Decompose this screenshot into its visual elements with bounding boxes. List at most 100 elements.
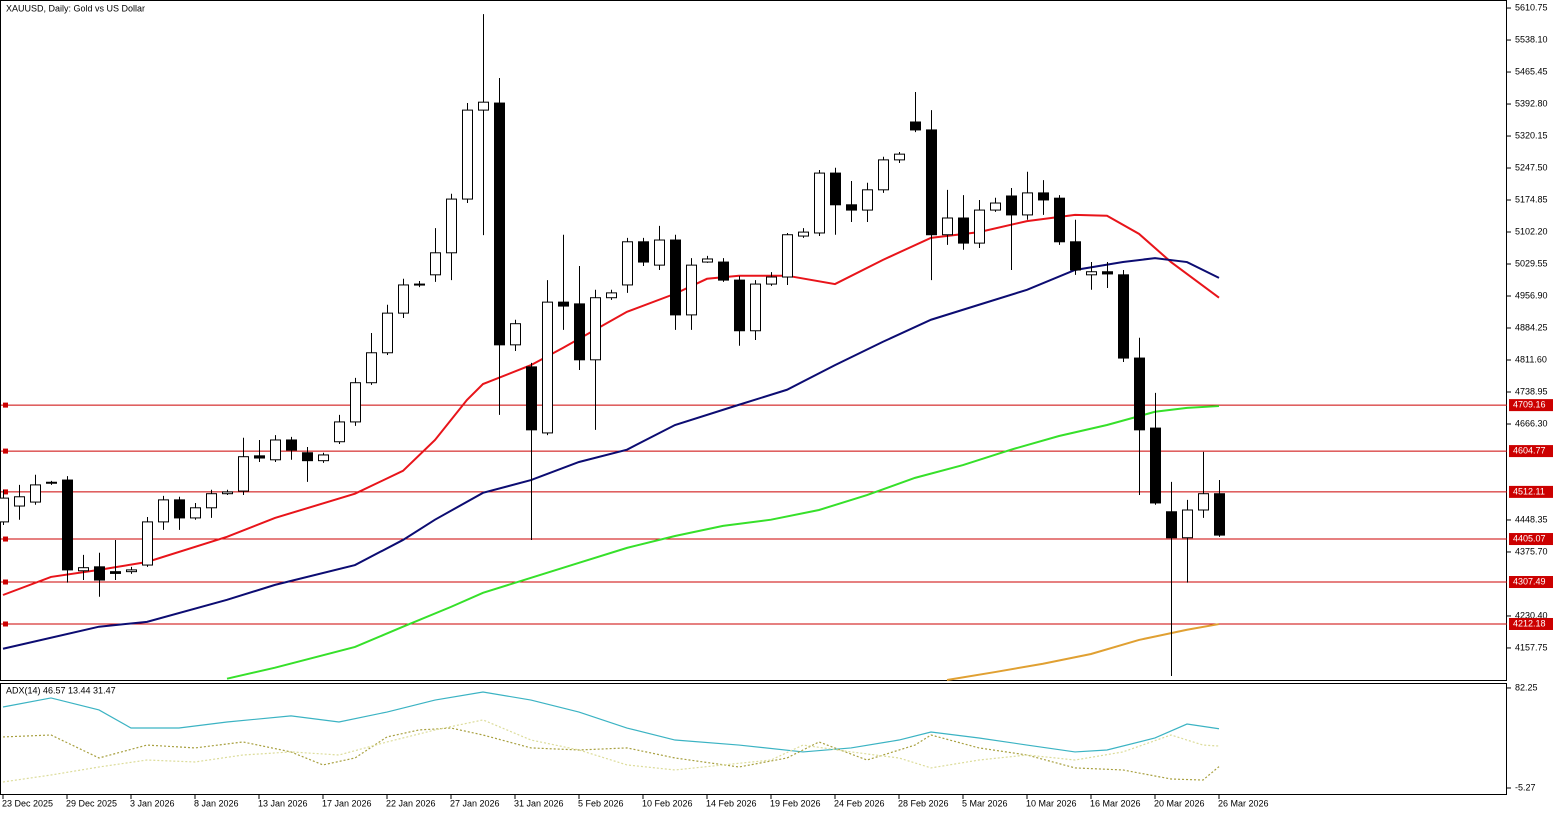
candle-body [62, 479, 73, 571]
candle-body [1102, 271, 1113, 275]
candle-body [670, 239, 681, 316]
candle-body [414, 283, 425, 286]
x-tick-label: 22 Jan 2026 [386, 798, 436, 808]
candle-body [1006, 195, 1017, 216]
candle-body [798, 231, 809, 237]
level-label: 4604.77 [1513, 445, 1546, 455]
candle-body [14, 496, 25, 507]
y-tick-label: 5392.80 [1515, 98, 1548, 108]
candle-body [190, 507, 201, 519]
main-pane [0, 0, 1507, 681]
candle-body [462, 109, 473, 200]
x-tick-label: 5 Feb 2026 [578, 798, 624, 808]
candle-body [1054, 197, 1065, 243]
y-tick-label: 4666.30 [1515, 418, 1548, 428]
candle-body [814, 172, 825, 234]
series-line [2, 213, 1220, 596]
candle-body [846, 204, 857, 211]
level-tag [1509, 399, 1553, 412]
candle-body [30, 484, 41, 503]
y-tick-label: 4375.70 [1515, 546, 1548, 556]
candle-body [430, 252, 441, 276]
candle-body [894, 153, 905, 161]
x-tick-label: 10 Mar 2026 [1026, 798, 1077, 808]
candle-body [0, 497, 9, 523]
level-tag [1509, 445, 1553, 458]
candle-body [750, 283, 761, 332]
candle-body [302, 452, 313, 462]
x-tick-label: 24 Feb 2026 [834, 798, 885, 808]
candle-body [270, 439, 281, 461]
candle-body [334, 421, 345, 443]
x-tick-label: 17 Jan 2026 [322, 798, 372, 808]
indicator-title: ADX(14) 46.57 13.44 31.47 [6, 685, 116, 695]
candle-body [622, 241, 633, 286]
x-tick-label: 29 Dec 2025 [66, 798, 117, 808]
y-tick-label: 4738.95 [1515, 386, 1548, 396]
candle-body [494, 102, 505, 346]
series-line [226, 405, 1220, 680]
candle-body [862, 189, 873, 211]
x-tick-label: 3 Jan 2026 [130, 798, 175, 808]
candle-body [110, 571, 121, 574]
y-tick-label: 4157.75 [1515, 642, 1548, 652]
indicator-pane [0, 683, 1507, 795]
level-label: 4307.49 [1513, 576, 1546, 586]
x-tick-label: 5 Mar 2026 [962, 798, 1008, 808]
candle-body [638, 241, 649, 263]
candle-body [398, 284, 409, 314]
candle-body [174, 499, 185, 519]
x-tick-label: 16 Mar 2026 [1090, 798, 1141, 808]
level-label: 4512.11 [1513, 486, 1545, 496]
x-tick-label: 8 Jan 2026 [194, 798, 239, 808]
level-marker [3, 536, 8, 542]
x-tick-label: 31 Jan 2026 [514, 798, 564, 808]
chart-title: XAUUSD, Daily: Gold vs US Dollar [6, 3, 145, 13]
candle-body [926, 129, 937, 236]
candle-body [366, 352, 377, 384]
candle-body [254, 455, 265, 459]
candle-body [1022, 192, 1033, 216]
candle-body [974, 209, 985, 244]
candle-body [318, 454, 329, 462]
candle-body [654, 239, 665, 266]
candle-body [286, 439, 297, 451]
y-tick-label: 82.25 [1515, 682, 1538, 692]
level-marker [3, 402, 8, 408]
candle-body [142, 521, 153, 566]
x-tick-label: 14 Feb 2026 [706, 798, 757, 808]
candle-body [1150, 427, 1161, 504]
y-tick-label: 5465.45 [1515, 66, 1548, 76]
candle-body [1166, 511, 1177, 539]
candle-body [1070, 241, 1081, 271]
candle-body [1198, 493, 1209, 511]
candle-body [990, 202, 1001, 211]
candle-body [830, 172, 841, 206]
y-tick-label: 5029.55 [1515, 258, 1548, 268]
y-tick-label: 5174.85 [1515, 194, 1548, 204]
candle-body [510, 323, 521, 346]
level-tag [1509, 485, 1553, 498]
candle-body [94, 566, 105, 581]
candle-body [1038, 192, 1049, 201]
y-tick-label: 4230.40 [1515, 610, 1548, 620]
y-tick-label: 5538.10 [1515, 34, 1548, 44]
candle-body [1182, 509, 1193, 539]
level-tag [1509, 576, 1553, 589]
level-tag [1509, 533, 1553, 546]
y-tick-label: -5.27 [1515, 782, 1536, 792]
level-label: 4709.16 [1513, 399, 1546, 409]
y-tick-label: 4956.90 [1515, 290, 1548, 300]
candle-body [1134, 357, 1145, 431]
y-tick-label: 4811.60 [1515, 354, 1547, 364]
x-tick-label: 23 Dec 2025 [2, 798, 53, 808]
candle-body [878, 159, 889, 191]
series-line [2, 727, 1220, 781]
series-line [2, 691, 1220, 753]
candle-body [478, 101, 489, 111]
y-tick-label: 5320.15 [1515, 130, 1548, 140]
candle-body [574, 303, 585, 361]
y-tick-label: 5610.75 [1515, 2, 1548, 12]
candle-body [686, 264, 697, 316]
